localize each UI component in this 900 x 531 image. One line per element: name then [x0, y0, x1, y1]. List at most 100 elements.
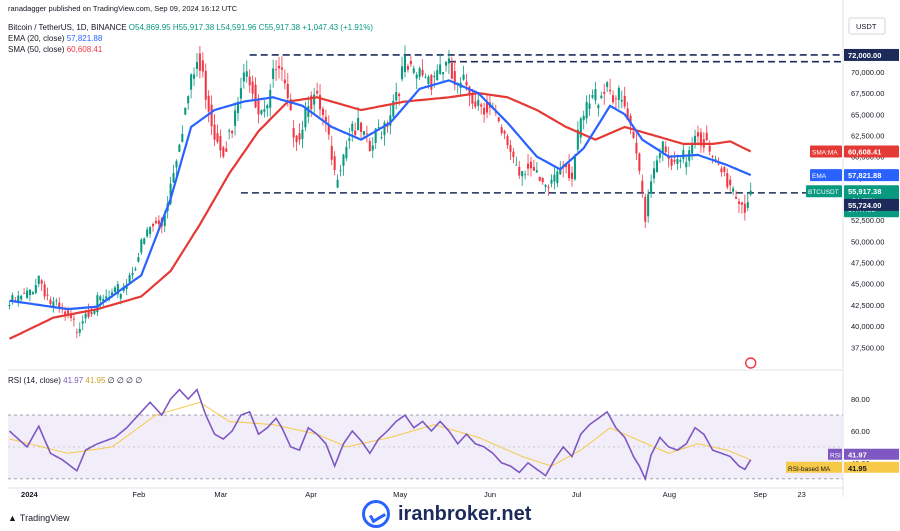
candle-body [269, 89, 272, 108]
candle-body [380, 137, 383, 138]
candle-body [236, 101, 240, 114]
candle-body [650, 181, 653, 194]
candle-body [594, 89, 597, 101]
time-tick-label: Apr [305, 490, 317, 499]
candle-body [424, 76, 427, 78]
watermark-text: iranbroker.net [398, 502, 532, 525]
ema-legend[interactable]: EMA (20, close) 57,821.88 [8, 34, 102, 43]
price-tick-label: 65,000.00 [851, 110, 884, 119]
ema-legend-value: 57,821.88 [66, 34, 103, 43]
candle-body [518, 166, 521, 176]
candle-body [729, 179, 732, 186]
rsi-tag-value: 41.97 [848, 451, 867, 460]
candle-body [547, 187, 550, 188]
price-tick-label: 42,500.00 [851, 301, 884, 310]
price-tick-label: 37,500.00 [851, 343, 884, 352]
candle-body [403, 55, 407, 72]
candle-body [735, 196, 738, 199]
candle-body [553, 174, 556, 182]
candle-body [383, 122, 386, 136]
candle-body [503, 131, 506, 134]
candle-body [254, 84, 257, 108]
candle-body [570, 172, 574, 179]
candle-body [611, 95, 615, 103]
candle-body [304, 107, 307, 128]
price-tag-name-bg [806, 185, 842, 198]
candle-body [26, 290, 29, 298]
candle-body [529, 161, 532, 169]
level-support-tag-bg [844, 198, 899, 211]
candle-body [462, 74, 465, 80]
candle-body [260, 110, 263, 115]
candle-body [626, 108, 629, 120]
sma-legend[interactable]: SMA (50, close) 60,608.41 [8, 45, 102, 54]
candle-body [225, 148, 228, 152]
sma-legend-value: 60,608.41 [66, 45, 103, 54]
candle-body [242, 72, 245, 82]
candle-body [374, 128, 377, 143]
candle-body [75, 331, 78, 333]
candle-body [140, 239, 143, 253]
rsi-legend[interactable]: RSI (14, close) 41.97 41.95 ∅ ∅ ∅ ∅ [8, 376, 142, 385]
ema-tag-value-bg [844, 169, 899, 182]
candle-body [723, 166, 726, 173]
rsi-legend-label: RSI (14, close) [8, 376, 61, 385]
currency-box [848, 17, 886, 35]
sma-legend-label: SMA (50, close) [8, 45, 65, 54]
candle-body [556, 171, 559, 184]
candle-body [84, 313, 87, 319]
candle-body [207, 95, 210, 112]
candle-body [708, 145, 711, 152]
candle-body [134, 268, 137, 271]
candle-body [52, 301, 55, 308]
rsi-tick-label: 60.00 [851, 427, 870, 436]
candle-body [720, 168, 723, 173]
candle-body [198, 53, 201, 71]
candle-body [559, 169, 562, 175]
candle-body [231, 130, 234, 134]
candle-body [450, 63, 453, 79]
candle-body [193, 74, 196, 79]
candle-body [222, 147, 225, 157]
candle-body [483, 107, 486, 115]
candle-body [301, 129, 304, 139]
candle-body [617, 87, 620, 100]
candle-body [8, 304, 11, 307]
candle-body [351, 123, 354, 132]
candle-body [732, 188, 735, 192]
candle-body [336, 179, 339, 188]
candle-body [629, 115, 632, 125]
candle-body [137, 257, 140, 262]
candle-body [46, 294, 49, 296]
candle-body [178, 144, 181, 152]
candle-body [157, 220, 160, 225]
candle-body [149, 227, 152, 234]
candle-body [682, 150, 685, 160]
ema-tag-name: EMA [812, 173, 827, 180]
candle-body [711, 156, 714, 157]
candle-body [655, 160, 658, 173]
candle-body [17, 295, 20, 302]
candle-body [286, 83, 289, 99]
tradingview-brand[interactable]: ▲ TradingView [8, 513, 69, 523]
time-tick-label: 23 [797, 490, 805, 499]
candle-body [647, 194, 650, 217]
candle-body [515, 164, 518, 166]
price-tick-label: 40,000.00 [851, 322, 884, 331]
candle-body [447, 58, 450, 64]
candle-body [102, 298, 105, 302]
candle-body [310, 95, 313, 110]
candle-body [635, 142, 638, 154]
time-tick-label: Aug [663, 490, 676, 499]
candle-body [480, 104, 483, 107]
rsi-line [8, 388, 752, 482]
candle-body [582, 115, 585, 121]
candle-body [327, 125, 330, 135]
candle-body [234, 110, 237, 126]
candle-body [696, 132, 699, 137]
candle-body [58, 302, 61, 309]
time-tick-label: Mar [214, 490, 227, 499]
level-high-tag-bg [844, 48, 899, 61]
candle-body [272, 68, 275, 80]
